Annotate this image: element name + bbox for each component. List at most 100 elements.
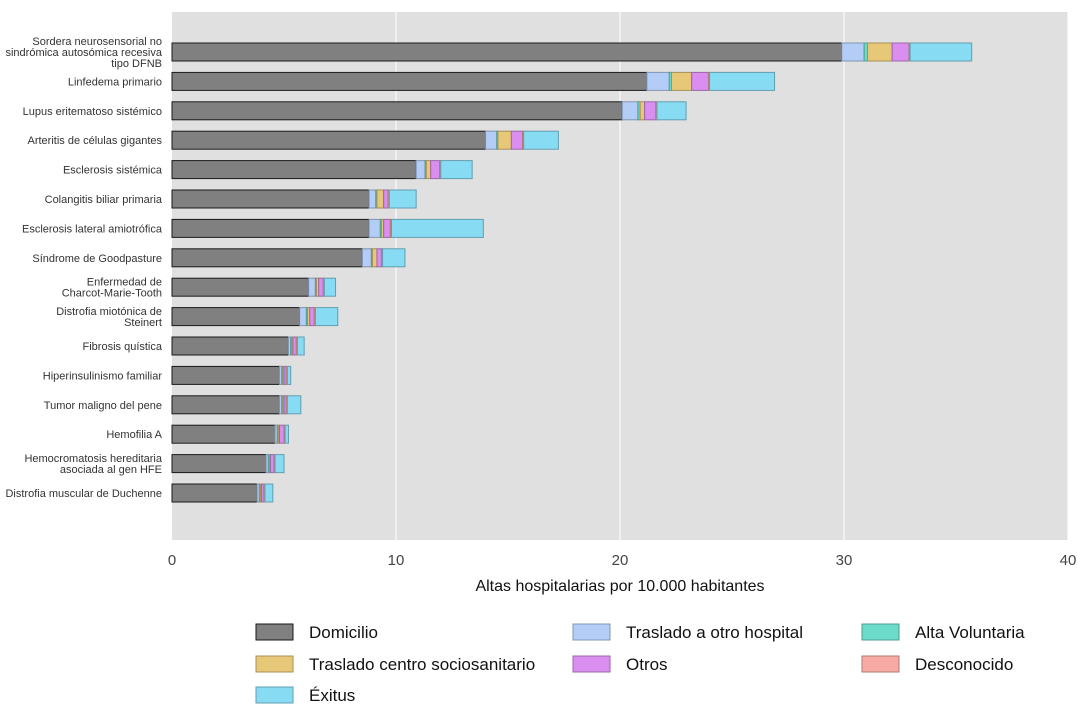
legend-swatch (256, 656, 293, 672)
bar-segment (300, 308, 307, 326)
bar-segment (172, 308, 300, 326)
bar-segment (172, 249, 362, 267)
legend-label: Traslado centro sociosanitario (309, 655, 535, 674)
bar-segment (172, 43, 842, 61)
category-label: Lupus eritematoso sistémico (23, 106, 162, 118)
bar-segment (271, 455, 274, 473)
bar-segment (172, 278, 309, 296)
bar-segment (864, 43, 867, 61)
category-label: Esclerosis sistémica (63, 165, 163, 177)
bar-segment (416, 161, 425, 179)
bar-segment (647, 72, 669, 90)
legend-label: Alta Voluntaria (915, 623, 1025, 642)
category-label: Steinert (124, 317, 162, 329)
bar-segment (172, 425, 275, 443)
legend-label: Éxitus (309, 686, 355, 704)
bar-segment (287, 396, 300, 414)
bar-segment (868, 43, 893, 61)
bar-segment (645, 102, 656, 120)
bar-segment (892, 43, 909, 61)
bar-segment (172, 366, 280, 384)
bar-segment (315, 308, 337, 326)
bar-segment (622, 102, 638, 120)
bar-segment (172, 102, 622, 120)
category-label: tipo DFNB (111, 58, 162, 70)
x-tick-label: 20 (612, 552, 629, 569)
x-axis-title: Altas hospitalarias por 10.000 habitante… (475, 578, 764, 595)
bar-segment (377, 249, 381, 267)
bar-segment (293, 337, 296, 355)
bar-segment (710, 72, 775, 90)
legend-label: Domicilio (309, 623, 378, 642)
legend-label: Traslado a otro hospital (626, 623, 803, 642)
x-tick-label: 40 (1060, 552, 1077, 569)
legend: Domicilio Traslado a otro hospital Alta Vo… (256, 623, 1025, 704)
bar-segment (369, 190, 376, 208)
bar-segment (172, 396, 280, 414)
bar-segment (384, 190, 388, 208)
bar-segment (362, 249, 371, 267)
bar-segment (297, 337, 304, 355)
legend-swatch (256, 624, 293, 640)
bar-segment (172, 337, 288, 355)
legend-swatch (256, 687, 293, 703)
bar-segment (309, 278, 316, 296)
bar-segment (172, 190, 369, 208)
x-tick-label: 10 (388, 552, 405, 569)
category-label: Arteritis de células gigantes (27, 135, 162, 147)
bar-segment (172, 72, 647, 90)
category-label: asociada al gen HFE (60, 464, 162, 476)
bar-segment (431, 161, 440, 179)
bar-segment (172, 484, 257, 502)
x-tick-label: 0 (168, 552, 176, 569)
bar-segment (172, 455, 266, 473)
bar-segment (640, 102, 644, 120)
bar-segment (372, 249, 376, 267)
bar-segment (426, 161, 430, 179)
legend-label: Desconocido (915, 655, 1013, 674)
category-label: Linfedema primario (68, 76, 162, 88)
bar-segment (275, 455, 284, 473)
bar-segment (369, 219, 380, 237)
category-label: Síndrome de Goodpasture (32, 253, 162, 265)
category-label: Distrofia muscular de Duchenne (5, 488, 162, 500)
category-label: Esclerosis lateral amiotrófica (22, 223, 163, 235)
category-label: Colangitis biliar primaria (45, 194, 163, 206)
bar-segment (486, 131, 497, 149)
category-label: Tumor maligno del pene (44, 400, 162, 412)
x-tick-label: 30 (836, 552, 853, 569)
bar-segment (172, 219, 369, 237)
bar-segment (383, 249, 405, 267)
legend-swatch (862, 656, 899, 672)
bar-segment (672, 72, 692, 90)
legend-swatch (862, 624, 899, 640)
bar-segment (910, 43, 972, 61)
bar-segment (172, 131, 486, 149)
bar-segment (842, 43, 864, 61)
bar-segment (498, 131, 511, 149)
legend-swatch (573, 624, 610, 640)
bar-segment (524, 131, 559, 149)
legend-swatch (573, 656, 610, 672)
x-tick-labels: 0 10 20 30 40 (168, 552, 1077, 569)
legend-label: Otros (626, 655, 668, 674)
bar-segment (392, 219, 484, 237)
category-label: Hiperinsulinismo familiar (43, 370, 163, 382)
category-label: Charcot-Marie-Tooth (62, 288, 162, 300)
bar-segment (389, 190, 416, 208)
bar-segment (324, 278, 335, 296)
bar-segment (280, 425, 284, 443)
category-label: Fibrosis quística (83, 341, 163, 353)
category-label: Hemofilia A (106, 429, 162, 441)
bar-segment (319, 278, 323, 296)
bar-segment (511, 131, 522, 149)
bar-segment (172, 161, 416, 179)
bar-segment (441, 161, 472, 179)
bar-segment (285, 425, 288, 443)
bar-segment (692, 72, 709, 90)
bar-segment (657, 102, 686, 120)
bar-segment (265, 484, 273, 502)
bar-segment (384, 219, 391, 237)
